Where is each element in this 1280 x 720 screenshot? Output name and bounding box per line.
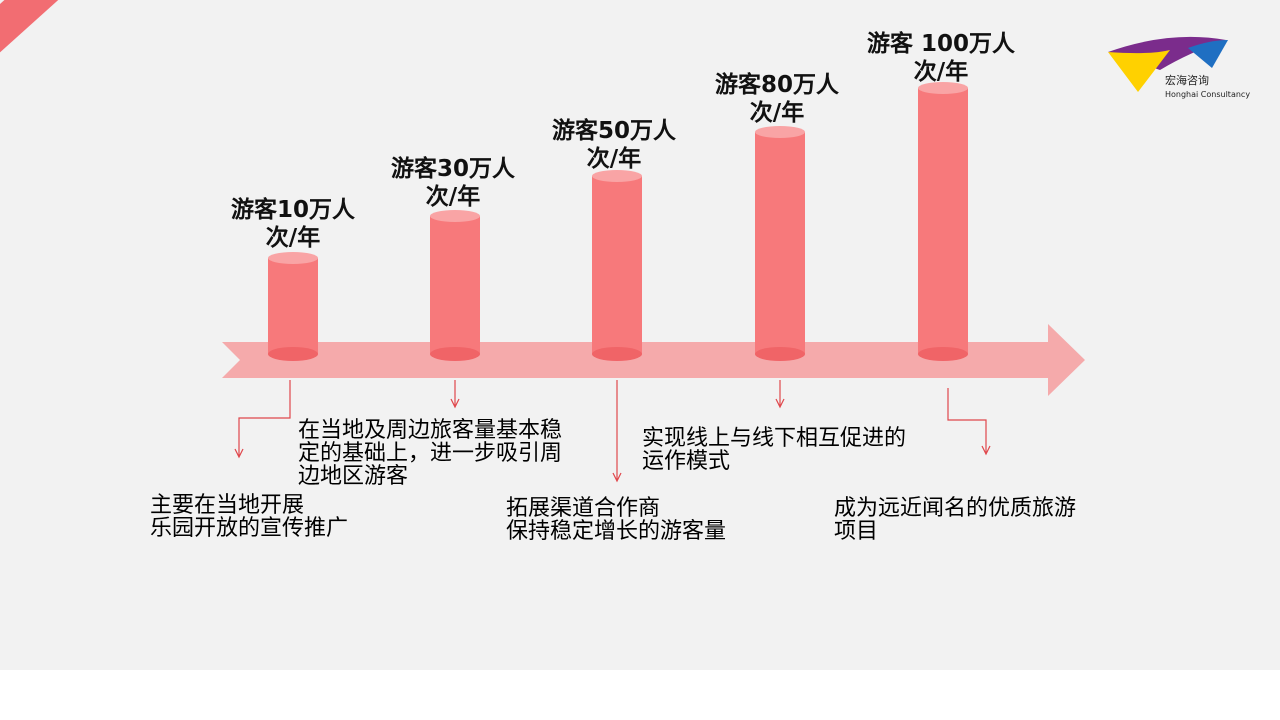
connector-arrowhead-3 [612,472,622,483]
cylinder-stage-3 [592,170,642,361]
slide: 游客10万人 次/年 游客30万人 次/年 游客50万人 次/年 游客80万人 … [0,0,1280,670]
stage-3-description: 拓展渠道合作商 保持稳定增长的游客量 [506,496,727,544]
connector-stage-1 [238,380,291,456]
honghai-logo-icon [1108,36,1228,92]
stage-4-label-line1: 游客80万人 [714,72,839,98]
stage-1-label-line2: 次/年 [265,225,321,251]
stage-1-label-line1: 游客10万人 [230,197,355,223]
stage-2-description: 在当地及周边旅客量基本稳 定的基础上，进一步吸引周 边地区游客 [298,418,563,489]
stage-5-description: 成为远近闻名的优质旅游 项目 [834,496,1077,544]
cylinder-stage-2 [430,210,480,361]
timeline-graphic [222,36,1228,483]
stage-1-label: 游客10万人 次/年 [198,196,388,252]
logo-name-cn: 宏海咨询 [1165,74,1209,87]
stage-5-label: 游客 100万人 次/年 [846,30,1036,86]
stage-5-label-line1: 游客 100万人 [866,31,1016,57]
stage-3-label-line2: 次/年 [586,146,642,172]
logo-name-en: Honghai Consultancy [1165,90,1251,99]
stage-1-description: 主要在当地开展 乐园开放的宣传推广 [150,493,349,541]
cylinder-stage-4 [755,126,805,361]
connector-arrowhead-4 [775,398,785,409]
stage-2-label-line1: 游客30万人 [390,156,515,182]
stage-3-label: 游客50万人 次/年 [519,117,709,173]
cylinder-stage-5 [918,82,968,361]
connector-arrowhead-1 [234,448,244,459]
stage-4-description: 实现线上与线下相互促进的 运作模式 [642,426,907,474]
stage-3-label-line1: 游客50万人 [551,118,676,144]
cylinder-stage-1 [268,252,318,361]
stage-2-label: 游客30万人 次/年 [358,155,548,211]
stage-5-label-line2: 次/年 [913,59,969,85]
connector-arrowhead-2 [450,398,460,409]
connector-arrowhead-5 [981,445,991,456]
stage-4-label-line2: 次/年 [749,100,805,126]
stage-2-label-line2: 次/年 [425,184,481,210]
connector-stage-5 [947,388,987,453]
stage-4-label: 游客80万人 次/年 [682,71,872,127]
